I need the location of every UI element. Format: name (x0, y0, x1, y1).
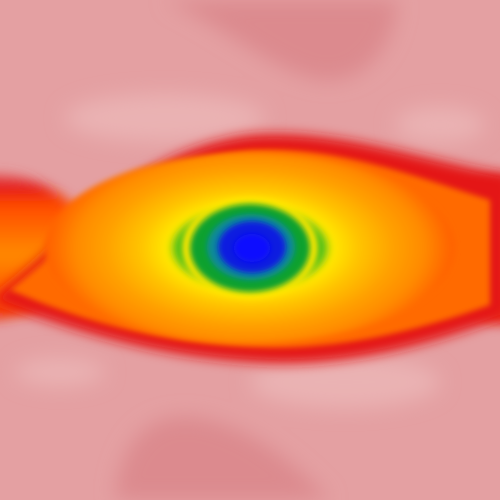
center-deep-blue (234, 234, 270, 262)
blob-light-upper-right (395, 107, 485, 143)
blob-light-lower-left (15, 358, 105, 386)
blob-light-upper-left (65, 94, 265, 142)
blob-light-lower-right (250, 356, 440, 408)
